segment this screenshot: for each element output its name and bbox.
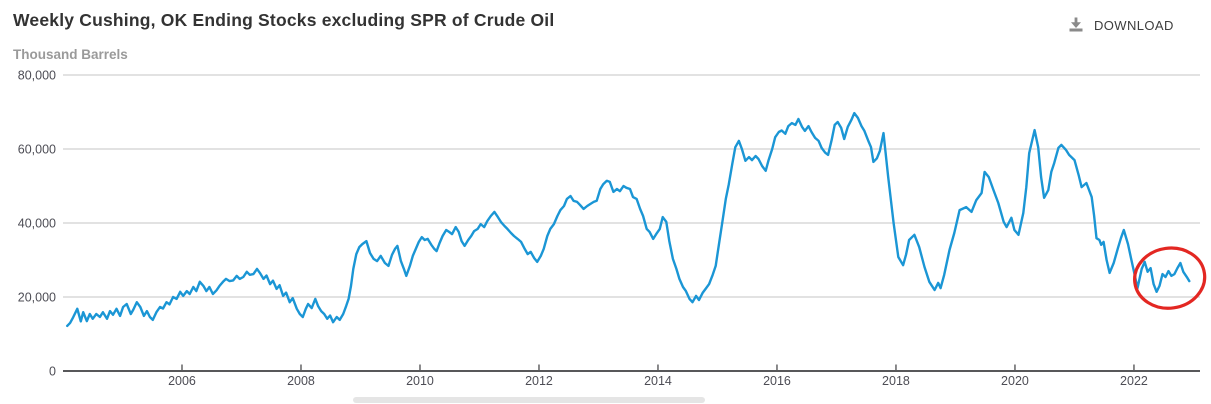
- y-axis-units-label: Thousand Barrels: [13, 47, 128, 62]
- x-tick-label: 2008: [287, 374, 315, 388]
- page-title: Weekly Cushing, OK Ending Stocks excludi…: [13, 10, 555, 30]
- download-icon: [1068, 17, 1084, 33]
- y-tick-label: 20,000: [18, 291, 56, 305]
- x-tick-label: 2020: [1001, 374, 1029, 388]
- x-tick-label: 2012: [525, 374, 553, 388]
- highlight-circle-annotation: [1133, 246, 1207, 310]
- x-tick-label: 2006: [168, 374, 196, 388]
- horizontal-scrollbar-thumb[interactable]: [353, 397, 705, 403]
- y-tick-label: 80,000: [18, 69, 56, 83]
- y-tick-label: 60,000: [18, 143, 56, 157]
- x-tick-label: 2014: [644, 374, 672, 388]
- download-button-label: DOWNLOAD: [1094, 17, 1174, 33]
- x-tick-label: 2010: [406, 374, 434, 388]
- x-tick-label: 2016: [763, 374, 791, 388]
- y-tick-label: 40,000: [18, 217, 56, 231]
- series-line[interactable]: [66, 111, 1191, 328]
- x-tick-label: 2022: [1120, 374, 1148, 388]
- x-tick-label: 2018: [882, 374, 910, 388]
- download-button[interactable]: DOWNLOAD: [1064, 13, 1178, 37]
- y-tick-label: 0: [49, 365, 56, 379]
